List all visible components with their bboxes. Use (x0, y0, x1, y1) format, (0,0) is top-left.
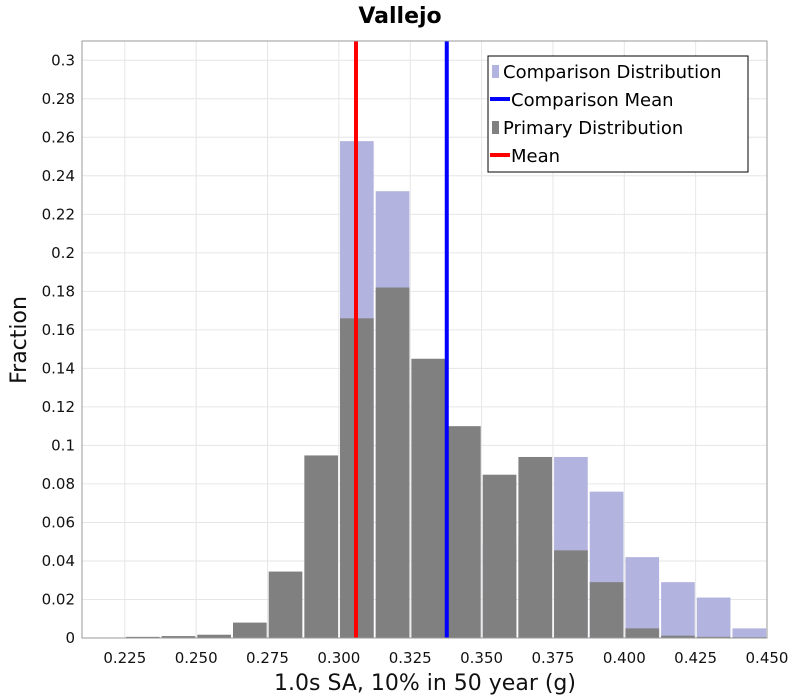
x-tick-label: 0.225 (103, 649, 146, 667)
primary-bar (661, 635, 695, 638)
legend-swatch-comparison-distribution (492, 65, 499, 78)
y-tick-label: 0.08 (42, 475, 75, 493)
mean-lines (354, 41, 449, 638)
y-tick-label: 0.28 (42, 90, 75, 108)
x-tick-label: 0.300 (317, 649, 360, 667)
x-tick-label: 0.250 (175, 649, 218, 667)
y-tick-label: 0.1 (51, 436, 75, 454)
legend-box (487, 55, 749, 173)
chart-title: Vallejo (358, 4, 441, 29)
x-axis-title: 1.0s SA, 10% in 50 year (g) (274, 671, 576, 696)
legend-swatch-primary-distribution (492, 121, 499, 134)
comparison-bar (696, 597, 731, 638)
legend-label-comparison-mean: Comparison Mean (511, 90, 674, 111)
primary-bar (625, 628, 660, 638)
x-tick-label: 0.275 (246, 649, 289, 667)
x-tick-label: 0.450 (746, 649, 789, 667)
x-tick-label: 0.325 (389, 649, 432, 667)
y-tick-label: 0.22 (42, 205, 75, 223)
primary-bar (554, 550, 588, 638)
primary-bars (125, 287, 767, 638)
legend-swatch-comparison-mean (490, 97, 510, 101)
x-tick-label: 0.400 (603, 649, 646, 667)
primary-bar (482, 474, 517, 638)
x-tick-label: 0.425 (674, 649, 717, 667)
primary-bar (268, 571, 303, 638)
primary-bar (696, 636, 731, 638)
primary-bar (161, 636, 196, 638)
primary-bar (518, 456, 553, 638)
plot-frame (81, 40, 768, 639)
y-tick-label: 0 (65, 629, 75, 647)
x-tick-label: 0.350 (460, 649, 503, 667)
legend-swatch-mean (490, 153, 510, 157)
y-tick-label: 0.24 (42, 167, 75, 185)
y-tick-label: 0.2 (51, 244, 75, 262)
y-tick-label: 0.3 (51, 51, 75, 69)
primary-bar (125, 636, 160, 638)
y-tick-label: 0.14 (42, 359, 75, 377)
legend-label-comparison-distribution: Comparison Distribution (503, 62, 722, 83)
y-tick-label: 0.16 (42, 321, 75, 339)
y-tick-label: 0.04 (42, 552, 75, 570)
primary-bar (197, 634, 231, 638)
primary-bar (589, 582, 624, 638)
primary-bar (447, 426, 481, 638)
primary-bar (232, 622, 267, 638)
primary-bar (304, 455, 339, 638)
comparison-bar (625, 557, 660, 638)
primary-bar (411, 358, 446, 638)
x-tick-label: 0.375 (531, 649, 574, 667)
legend: Comparison Distribution Comparison Mean … (487, 55, 749, 173)
legend-label-primary-distribution: Primary Distribution (503, 118, 683, 139)
y-tick-label: 0.26 (42, 128, 75, 146)
y-axis-title: Fraction (7, 296, 32, 384)
y-tick-label: 0.12 (42, 398, 75, 416)
y-axis-ticks: 0 0.02 0.04 0.06 0.08 0.1 0.12 0.14 0.16 0.18 0.2 0… (42, 51, 75, 647)
y-tick-label: 0.02 (42, 590, 75, 608)
legend-label-mean: Mean (511, 146, 560, 167)
y-tick-label: 0.18 (42, 282, 75, 300)
comparison-bar (661, 582, 695, 638)
primary-bar (375, 287, 410, 638)
comparison-bar (732, 628, 767, 638)
y-tick-label: 0.06 (42, 513, 75, 531)
x-axis-ticks: 0.225 0.250 0.275 0.300 0.325 0.350 0.375 0.400… (103, 649, 788, 667)
